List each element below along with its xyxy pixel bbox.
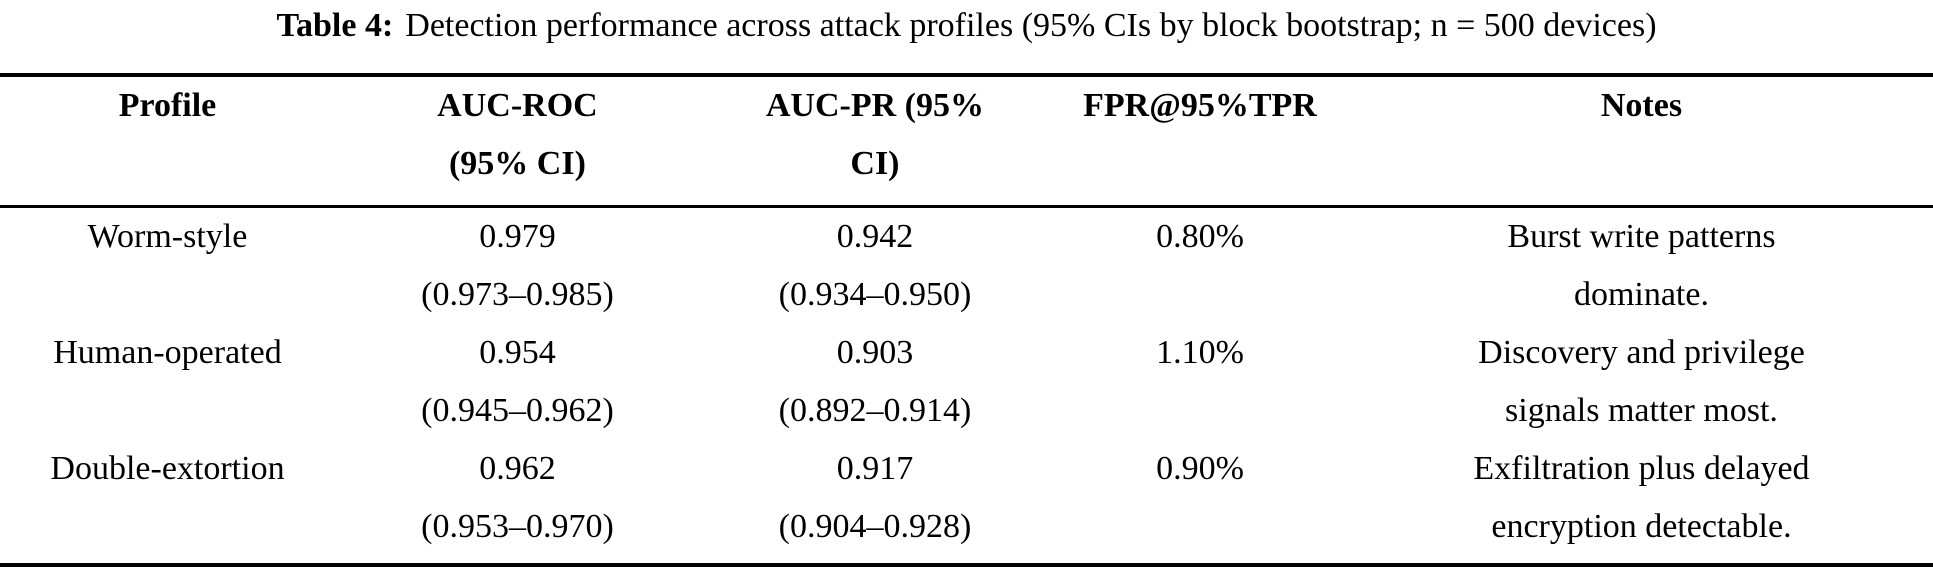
auc-pr-ci: (0.934–0.950) (778, 276, 972, 313)
column-header-line: AUC-PR (95% (765, 87, 985, 124)
cell-auc-pr: 0.903 (0.892–0.914) (700, 324, 1050, 440)
column-header-line: Notes (1600, 87, 1683, 124)
column-header-line: (95% CI) (448, 145, 586, 182)
profile-value: Worm-style (87, 218, 248, 255)
column-header-line: CI) (850, 145, 900, 182)
spacer-line (0, 266, 335, 324)
cell-fpr: 1.10% (1050, 324, 1350, 440)
auc-roc-value: 0.954 (479, 334, 556, 371)
auc-roc-ci: (0.973–0.985) (421, 276, 614, 313)
notes-line: Exfiltration plus delayed (1473, 450, 1810, 487)
cell-notes: Discovery and privilege signals matter m… (1350, 324, 1933, 440)
fpr-value: 0.80% (1156, 218, 1244, 255)
cell-notes: Burst write patterns dominate. (1350, 208, 1933, 324)
notes-line: dominate. (1573, 276, 1709, 313)
cell-auc-pr: 0.917 (0.904–0.928) (700, 440, 1050, 556)
cell-profile: Worm-style (0, 208, 335, 324)
auc-pr-ci: (0.904–0.928) (778, 508, 972, 545)
column-header-notes: Notes (1350, 77, 1933, 193)
table-header-row: Profile AUC-ROC (95% CI) AUC-PR (95% CI)… (0, 77, 1933, 208)
column-header-line: AUC-ROC (437, 87, 598, 124)
notes-line: Discovery and privilege (1478, 334, 1805, 371)
column-header-auc-roc: AUC-ROC (95% CI) (335, 77, 700, 193)
column-header-line (1350, 135, 1933, 193)
spacer-line (0, 498, 335, 556)
auc-roc-ci: (0.945–0.962) (421, 392, 614, 429)
auc-pr-value: 0.942 (836, 218, 914, 255)
column-header-fpr: FPR@95%TPR (1050, 77, 1350, 193)
column-header-line (0, 135, 335, 193)
table-caption-text: Detection performance across attack prof… (405, 7, 1657, 44)
cell-auc-pr: 0.942 (0.934–0.950) (700, 208, 1050, 324)
auc-roc-value: 0.962 (479, 450, 556, 487)
cell-auc-roc: 0.962 (0.953–0.970) (335, 440, 700, 556)
column-header-line: FPR@95%TPR (1083, 87, 1317, 124)
profile-value: Human-operated (53, 334, 282, 371)
notes-line: signals matter most. (1505, 392, 1778, 429)
spacer-line (1050, 382, 1350, 440)
notes-line: encryption detectable. (1491, 508, 1792, 545)
table-row-double-extortion: Double-extortion 0.962 (0.953–0.970) 0.9… (0, 440, 1933, 556)
table-caption: Table 4: Detection performance across att… (0, 0, 1933, 47)
column-header-line: Profile (118, 87, 217, 124)
column-header-line (1050, 135, 1350, 193)
auc-pr-value: 0.903 (836, 334, 914, 371)
table-row-human-operated: Human-operated 0.954 (0.945–0.962) 0.903… (0, 324, 1933, 440)
cell-auc-roc: 0.954 (0.945–0.962) (335, 324, 700, 440)
spacer-line (1050, 266, 1350, 324)
column-header-auc-pr: AUC-PR (95% CI) (700, 77, 1050, 193)
cell-profile: Human-operated (0, 324, 335, 440)
column-header-profile: Profile (0, 77, 335, 193)
spacer-line (1050, 498, 1350, 556)
auc-pr-ci: (0.892–0.914) (778, 392, 972, 429)
detection-performance-table: Profile AUC-ROC (95% CI) AUC-PR (95% CI)… (0, 73, 1933, 567)
fpr-value: 1.10% (1156, 334, 1244, 371)
spacer-line (0, 382, 335, 440)
cell-auc-roc: 0.979 (0.973–0.985) (335, 208, 700, 324)
cell-fpr: 0.80% (1050, 208, 1350, 324)
table-body: Worm-style 0.979 (0.973–0.985) 0.942 (0.… (0, 208, 1933, 563)
fpr-value: 0.90% (1156, 450, 1244, 487)
table-caption-label: Table 4: (276, 7, 394, 44)
notes-line: Burst write patterns (1507, 218, 1776, 255)
profile-value: Double-extortion (50, 450, 285, 487)
cell-fpr: 0.90% (1050, 440, 1350, 556)
table-row-worm-style: Worm-style 0.979 (0.973–0.985) 0.942 (0.… (0, 208, 1933, 324)
cell-profile: Double-extortion (0, 440, 335, 556)
auc-roc-ci: (0.953–0.970) (421, 508, 614, 545)
auc-pr-value: 0.917 (836, 450, 914, 487)
auc-roc-value: 0.979 (479, 218, 556, 255)
cell-notes: Exfiltration plus delayed encryption det… (1350, 440, 1933, 556)
